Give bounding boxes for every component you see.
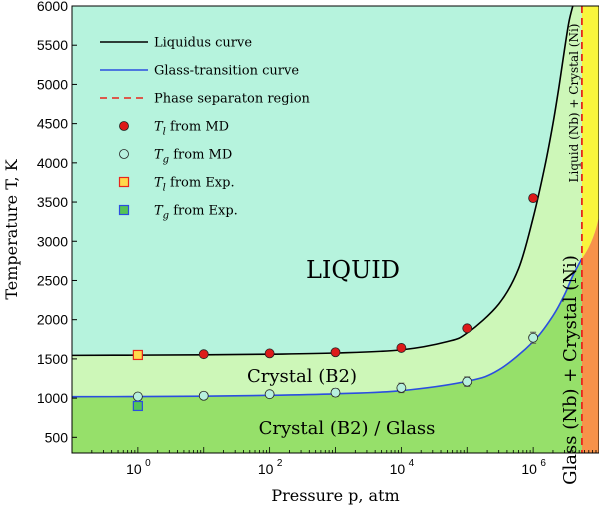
legend-label: Liquidus curve xyxy=(154,36,252,51)
y-tick-label: 500 xyxy=(45,429,69,445)
tg-md-point xyxy=(132,391,143,402)
x-tick-label-exponent: 2 xyxy=(277,458,283,469)
tg-md-point xyxy=(198,390,209,401)
legend-label: Phase separaton region xyxy=(154,92,311,107)
y-tick-label: 3500 xyxy=(37,194,68,210)
y-tick-label: 2500 xyxy=(37,272,68,288)
y-tick-label: 6000 xyxy=(37,0,68,14)
tg-exp-point xyxy=(132,400,143,412)
legend-label: Tl from MD xyxy=(154,120,229,138)
legend-label-symbol: T xyxy=(154,120,164,135)
legend-label-suffix: from Exp. xyxy=(169,204,238,219)
legend-label-symbol: T xyxy=(154,176,164,191)
tl-md-point xyxy=(198,349,209,360)
tg-md-point xyxy=(264,389,275,400)
y-tick-label: 5500 xyxy=(37,37,68,53)
legend-swatch-circle xyxy=(119,149,129,159)
tl-md-point xyxy=(264,348,275,359)
legend-item: Liquidus curve xyxy=(100,36,252,51)
legend-label-suffix: from MD xyxy=(169,148,232,163)
legend-item: Tg from Exp. xyxy=(118,204,238,222)
tl-md-point xyxy=(396,343,407,353)
legend-label: Tg from MD xyxy=(154,148,232,166)
region-glass-nb-crystal-ni xyxy=(581,115,599,453)
y-tick-label: 1500 xyxy=(37,351,68,367)
legend-swatch-square xyxy=(118,176,130,188)
x-tick-label-base: 10 xyxy=(258,461,274,477)
legend-label: Glass-transition curve xyxy=(154,64,299,79)
y-tick-label: 1000 xyxy=(37,390,68,406)
x-tick-label-exponent: 6 xyxy=(540,458,546,469)
legend-item: Phase separaton region xyxy=(100,92,311,107)
plot-area xyxy=(72,6,599,453)
legend-label-subscript: g xyxy=(163,155,169,166)
tl-exp-point xyxy=(132,349,143,361)
region-label-crystal-b2: Crystal (B2) xyxy=(247,366,357,387)
x-tick-label-exponent: 0 xyxy=(145,458,151,469)
region-label-liquid-nb-crystal-ni: Liquid (Nb) + Crystal (Ni) xyxy=(567,24,581,183)
legend-item: Tl from MD xyxy=(119,120,229,138)
legend-item: Glass-transition curve xyxy=(100,64,299,79)
region-label-liquid: LIQUID xyxy=(306,256,400,284)
legend-label: Tl from Exp. xyxy=(154,176,235,194)
tl-md-point xyxy=(330,347,341,358)
region-liquid-nb-crystal-ni xyxy=(581,6,599,259)
tg-md-point xyxy=(396,383,407,393)
legend-item: Tg from MD xyxy=(119,148,232,166)
legend-label: Tg from Exp. xyxy=(154,204,238,222)
legend-label-subscript: l xyxy=(163,183,166,194)
x-tick-label-base: 10 xyxy=(390,461,406,477)
region-label-crystal-glass: Crystal (B2) / Glass xyxy=(259,418,436,439)
y-tick-label: 3000 xyxy=(37,233,68,249)
liquidus-curve xyxy=(72,6,574,357)
legend-label-suffix: from MD xyxy=(166,120,229,135)
legend-swatch-square xyxy=(118,204,130,216)
legend-item: Tl from Exp. xyxy=(118,176,235,194)
tg-md-point xyxy=(462,376,473,387)
tg-md-point xyxy=(528,332,539,343)
y-tick-label: 5000 xyxy=(37,76,68,92)
x-tick-label-exponent: 4 xyxy=(409,458,415,469)
x-axis-title: Pressure p, atm xyxy=(271,486,399,505)
legend: Liquidus curve Glass-transition curve Phas… xyxy=(100,36,311,222)
y-tick-label: 2000 xyxy=(37,312,68,328)
legend-label-subscript: l xyxy=(163,127,166,138)
plot-overlay: LIQUID Crystal (B2) Crystal (B2) / Glass Li… xyxy=(247,24,581,485)
legend-label-subscript: g xyxy=(163,211,169,222)
region-crystal-b2 xyxy=(72,6,582,453)
legend-label-symbol: T xyxy=(154,148,164,163)
x-tick-label-base: 10 xyxy=(521,461,537,477)
tl-md-point xyxy=(462,323,473,334)
legend-swatch-circle xyxy=(119,121,129,131)
y-tick-label: 4500 xyxy=(37,116,68,132)
legend-label-suffix: from Exp. xyxy=(166,176,235,191)
tl-md-point xyxy=(528,193,539,204)
region-crystal-glass xyxy=(72,258,582,453)
legend-label-symbol: T xyxy=(154,204,164,219)
region-label-glass-nb-crystal-ni: Glass (Nb) + Crystal (Ni) xyxy=(560,255,581,485)
y-axis-title: Temperature T, K xyxy=(2,158,21,299)
x-tick-label-base: 10 xyxy=(126,461,142,477)
y-tick-label: 4000 xyxy=(37,155,68,171)
tg-md-point xyxy=(330,387,341,398)
